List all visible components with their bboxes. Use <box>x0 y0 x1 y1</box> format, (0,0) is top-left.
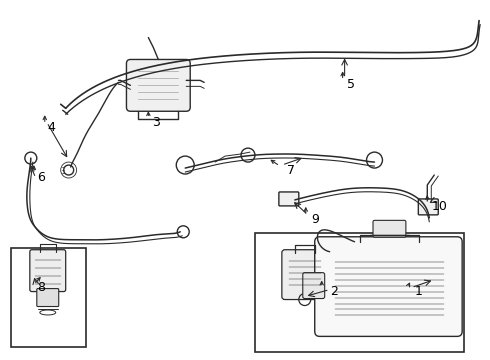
Text: 8: 8 <box>37 281 45 294</box>
Text: 3: 3 <box>152 116 160 129</box>
FancyBboxPatch shape <box>279 192 299 206</box>
Text: 6: 6 <box>37 171 45 184</box>
FancyBboxPatch shape <box>418 199 438 215</box>
FancyBboxPatch shape <box>37 289 59 306</box>
FancyBboxPatch shape <box>303 273 325 298</box>
Text: 2: 2 <box>330 285 338 298</box>
FancyBboxPatch shape <box>315 237 462 336</box>
FancyBboxPatch shape <box>373 220 406 237</box>
Text: 7: 7 <box>287 163 295 176</box>
Text: 10: 10 <box>431 201 447 213</box>
Text: 4: 4 <box>48 121 56 134</box>
Text: 1: 1 <box>415 285 422 298</box>
Text: 9: 9 <box>312 213 319 226</box>
Bar <box>11 248 86 347</box>
Text: 5: 5 <box>346 78 355 91</box>
FancyBboxPatch shape <box>30 250 66 292</box>
FancyBboxPatch shape <box>126 59 190 111</box>
Bar <box>255 233 464 352</box>
FancyBboxPatch shape <box>282 250 328 300</box>
